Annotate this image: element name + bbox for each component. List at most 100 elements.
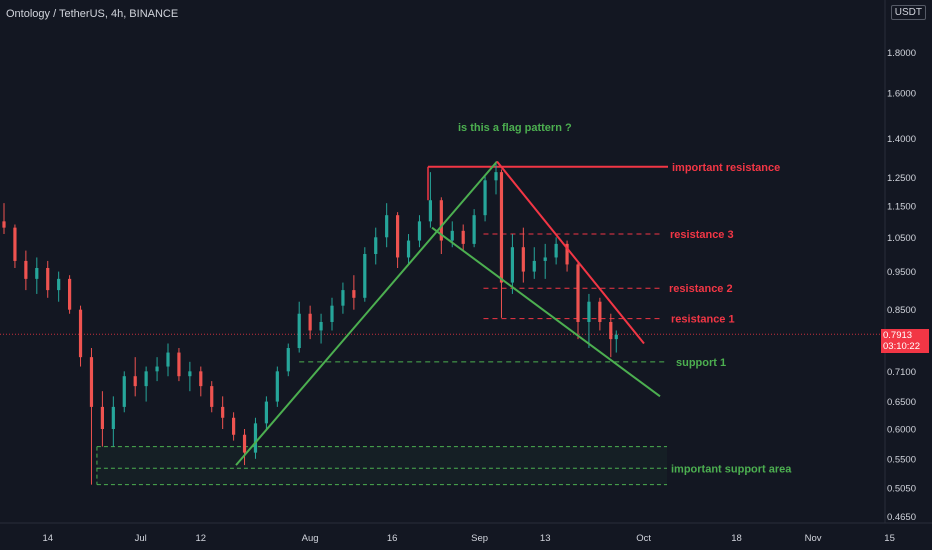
candle-body <box>2 221 6 228</box>
important-resistance-label: important resistance <box>672 162 780 174</box>
resistance-3-label: resistance 3 <box>670 229 734 241</box>
flag-lower-trend-line <box>431 226 661 398</box>
candle-body <box>13 227 17 261</box>
candle-body <box>554 243 558 258</box>
pole-trend-line <box>235 160 498 466</box>
date-tick-label: Nov <box>805 533 822 544</box>
candle-body <box>46 267 50 291</box>
date-tick-label: 12 <box>196 533 207 544</box>
last-price-label: 0.7913 03:10:22 <box>881 329 929 353</box>
currency-button[interactable]: USDT <box>890 5 926 20</box>
resistance-1-label: resistance 1 <box>671 314 735 326</box>
candle-body <box>614 334 618 340</box>
candle-body <box>100 406 104 429</box>
price-tick-label: 0.6500 <box>887 397 916 408</box>
last-price-value: 0.7913 <box>883 330 913 341</box>
price-tick-label: 0.5500 <box>887 454 916 465</box>
date-tick-label: 13 <box>540 533 551 544</box>
price-tick-label: 1.4000 <box>887 134 916 145</box>
date-tick-label: Sep <box>471 533 488 544</box>
chart-title: Ontology / TetherUS, 4h, BINANCE <box>6 8 179 20</box>
candle-body <box>297 313 301 349</box>
candle-body <box>363 254 367 298</box>
candle-body <box>221 406 225 418</box>
candle-body <box>483 180 487 216</box>
price-tick-label: 0.6000 <box>887 425 916 436</box>
date-tick-label: 15 <box>884 533 895 544</box>
candle-body <box>576 264 580 322</box>
candle-body <box>275 371 279 402</box>
date-tick-label: 14 <box>42 533 53 544</box>
price-tick-label: 1.6000 <box>887 89 916 100</box>
candle-body <box>166 352 170 367</box>
candle-body <box>406 240 411 258</box>
candle-body <box>210 386 214 407</box>
candle-body <box>521 247 525 272</box>
important-support-area-label: important support area <box>671 463 792 475</box>
candle-body <box>587 301 591 322</box>
candle-body <box>417 221 422 241</box>
candle-body <box>609 321 613 340</box>
candle-body <box>396 215 400 258</box>
candle-body <box>133 376 137 387</box>
resistance-2-label: resistance 2 <box>669 283 733 295</box>
flag-upper-trend-line <box>496 160 645 345</box>
price-tick-label: 1.2500 <box>887 173 916 184</box>
candle-body <box>494 172 498 181</box>
candle-body <box>352 290 356 298</box>
candle-body <box>374 237 378 255</box>
price-tick-label: 1.0500 <box>887 233 916 244</box>
candle-body <box>232 417 236 435</box>
price-tick-label: 1.1500 <box>887 202 916 213</box>
candle-body <box>264 401 268 424</box>
date-tick-label: 16 <box>387 533 398 544</box>
price-tick-label: 0.7100 <box>887 367 916 378</box>
countdown-timer: 03:10:22 <box>883 341 920 352</box>
question-label: is this a flag pattern ? <box>458 122 572 134</box>
candle-body <box>598 301 602 322</box>
candle-body <box>308 313 312 331</box>
candle-body <box>565 243 569 265</box>
candle-body <box>450 230 454 241</box>
candle-body <box>510 247 514 283</box>
support-area-box <box>96 446 667 485</box>
candle-body <box>330 305 334 322</box>
candle-body <box>439 200 443 241</box>
price-tick-label: 0.9500 <box>887 267 916 278</box>
candle-body <box>543 257 547 261</box>
price-tick-label: 0.5050 <box>887 484 916 495</box>
candle-body <box>89 357 94 407</box>
candle-body <box>68 278 72 310</box>
date-tick-label: Oct <box>636 533 651 544</box>
candle-body <box>532 260 536 272</box>
date-tick-label: Aug <box>302 533 319 544</box>
candle-body <box>155 366 159 372</box>
price-tick-label: 0.8500 <box>887 305 916 316</box>
candle-body <box>177 352 181 377</box>
candle-body <box>122 376 126 407</box>
candle-body <box>78 309 83 358</box>
candle-body <box>35 267 39 279</box>
candle-body <box>461 230 465 244</box>
date-tick-label: 18 <box>731 533 742 544</box>
support-1-label: support 1 <box>676 357 726 369</box>
candle-body <box>499 172 504 283</box>
candle-body <box>242 434 247 453</box>
candle-body <box>428 200 432 222</box>
candle-body <box>188 371 192 377</box>
plot-area: is this a flag pattern ? important resist… <box>0 122 885 486</box>
candle-body <box>199 371 203 387</box>
candle-body <box>111 406 115 429</box>
candle-body <box>319 321 323 331</box>
candle-body <box>385 215 389 238</box>
candle-body <box>57 278 61 291</box>
price-tick-label: 1.8000 <box>887 48 916 59</box>
candle-body <box>341 290 345 306</box>
candle-body <box>253 423 258 453</box>
candle-body <box>24 260 28 279</box>
candle-body <box>286 348 290 372</box>
candle-body <box>472 215 476 244</box>
date-tick-label: Jul <box>135 533 147 544</box>
